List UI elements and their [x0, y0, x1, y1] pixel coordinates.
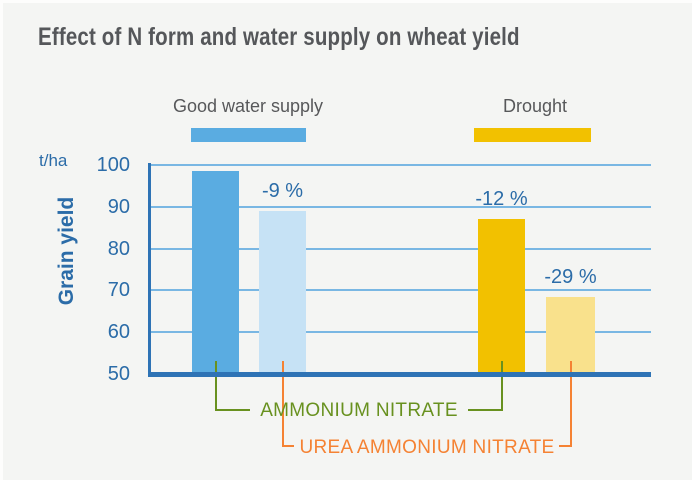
chart-title: Effect of N form and water supply on whe… — [38, 23, 520, 51]
bar-urea-ammonium-nitrate-good-water — [259, 210, 306, 372]
gridline-70 — [148, 289, 651, 292]
bar-ammonium-nitrate-good-water — [192, 171, 239, 372]
bracket-vertical-right-1 — [569, 361, 572, 447]
gridline-60 — [148, 331, 651, 334]
y-axis-title: Grain yield — [55, 196, 78, 306]
y-tick-label-60: 60 — [107, 321, 130, 344]
legend-label-good-water-supply: Good water supply — [172, 96, 324, 116]
bracket-vertical-right-0 — [500, 361, 503, 411]
legend-swatch-drought — [474, 128, 591, 142]
bracket-horizontal-left-0 — [214, 409, 250, 411]
gridline-80 — [148, 247, 651, 250]
y-tick-label-70: 70 — [107, 279, 130, 302]
y-tick-label-50: 50 — [107, 363, 130, 385]
gridline-90 — [148, 205, 651, 208]
pct-change-label-bar-1: -9 % — [261, 179, 304, 202]
connector-label-urea-ammonium-nitrate: UREA AMMONIUM NITRATE — [299, 437, 555, 458]
pct-change-label-bar-2: -12 % — [475, 188, 528, 211]
pct-change-label-bar-3: -29 % — [544, 265, 597, 288]
y-axis-line — [148, 163, 151, 377]
y-tick-label-100: 100 — [96, 154, 130, 176]
bracket-horizontal-right-1 — [559, 445, 572, 447]
legend-label-drought: Drought — [502, 96, 568, 116]
connector-label-ammonium-nitrate: AMMONIUM NITRATE — [260, 400, 458, 421]
y-tick-label-90: 90 — [107, 195, 130, 218]
y-tick-label-80: 80 — [107, 237, 130, 260]
bracket-vertical-left-1 — [281, 361, 284, 447]
bar-urea-ammonium-nitrate-drought — [546, 296, 595, 372]
bar-ammonium-nitrate-drought — [478, 219, 525, 372]
y-axis-unit: t/ha — [39, 151, 68, 170]
legend-swatch-good-water-supply — [191, 128, 306, 142]
gridline-100 — [148, 164, 651, 166]
x-axis-baseline — [148, 372, 651, 377]
bracket-horizontal-right-0 — [468, 409, 503, 411]
bracket-horizontal-left-1 — [281, 445, 294, 447]
bracket-vertical-left-0 — [214, 361, 217, 411]
